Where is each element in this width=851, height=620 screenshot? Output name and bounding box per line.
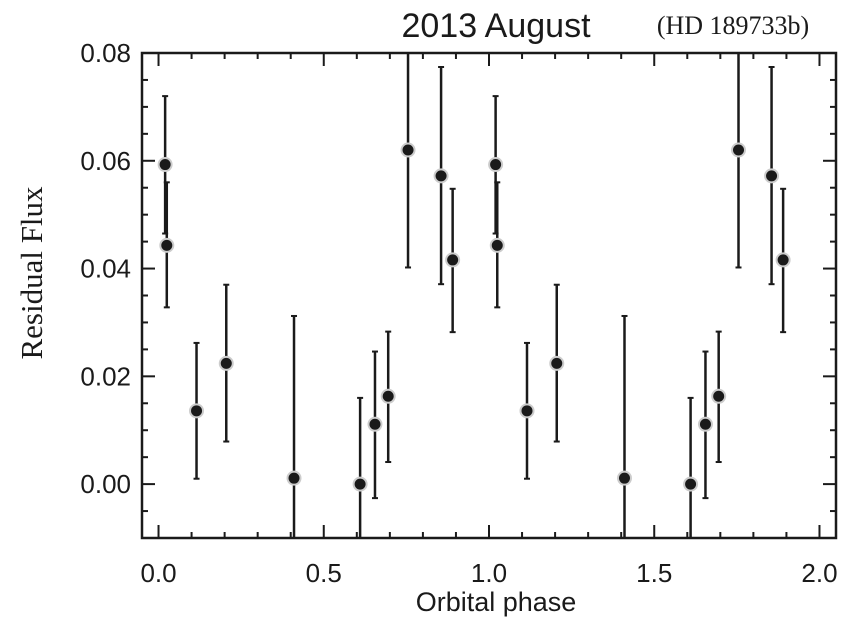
x-tick-label: 0.5: [306, 558, 342, 588]
data-point: [775, 252, 791, 268]
data-point: [189, 403, 205, 419]
data-point: [352, 476, 368, 492]
x-tick-label: 0.0: [140, 558, 176, 588]
x-tick-labels: 0.0 0.5 1.0 1.5 2.0: [140, 558, 837, 588]
data-point: [731, 142, 747, 158]
data-point: [616, 470, 632, 486]
data-point: [488, 157, 504, 173]
y-tick-label: 0.08: [80, 38, 131, 68]
data-point: [367, 416, 383, 432]
y-tick-label: 0.04: [80, 254, 131, 284]
data-point: [764, 168, 780, 184]
data-point: [445, 252, 461, 268]
data-point: [489, 237, 505, 253]
data-point: [157, 157, 173, 173]
data-point: [433, 168, 449, 184]
data-point: [519, 403, 535, 419]
x-tick-label: 1.5: [636, 558, 672, 588]
data-point: [380, 388, 396, 404]
data-point: [549, 355, 565, 371]
data-point: [711, 388, 727, 404]
y-tick-label: 0.06: [80, 146, 131, 176]
data-point: [400, 142, 416, 158]
data-point: [218, 355, 234, 371]
error-bars: [162, 53, 787, 538]
chart-title: 2013 August: [401, 7, 591, 45]
x-tick-label: 1.0: [471, 558, 507, 588]
axis-ticks: [142, 52, 836, 539]
data-markers: [157, 142, 791, 492]
y-tick-label: 0.02: [80, 361, 131, 391]
data-point: [286, 470, 302, 486]
y-axis-label: Residual Flux: [14, 186, 49, 360]
chart-subtitle: (HD 189733b): [657, 11, 809, 40]
data-point: [697, 416, 713, 432]
data-point: [159, 237, 175, 253]
x-axis-label: Orbital phase: [416, 587, 577, 617]
y-tick-label: 0.00: [80, 469, 131, 499]
data-point: [683, 476, 699, 492]
x-tick-label: 2.0: [801, 558, 837, 588]
y-tick-labels: 0.00 0.02 0.04 0.06 0.08: [80, 38, 131, 499]
plot-frame: [140, 51, 838, 540]
